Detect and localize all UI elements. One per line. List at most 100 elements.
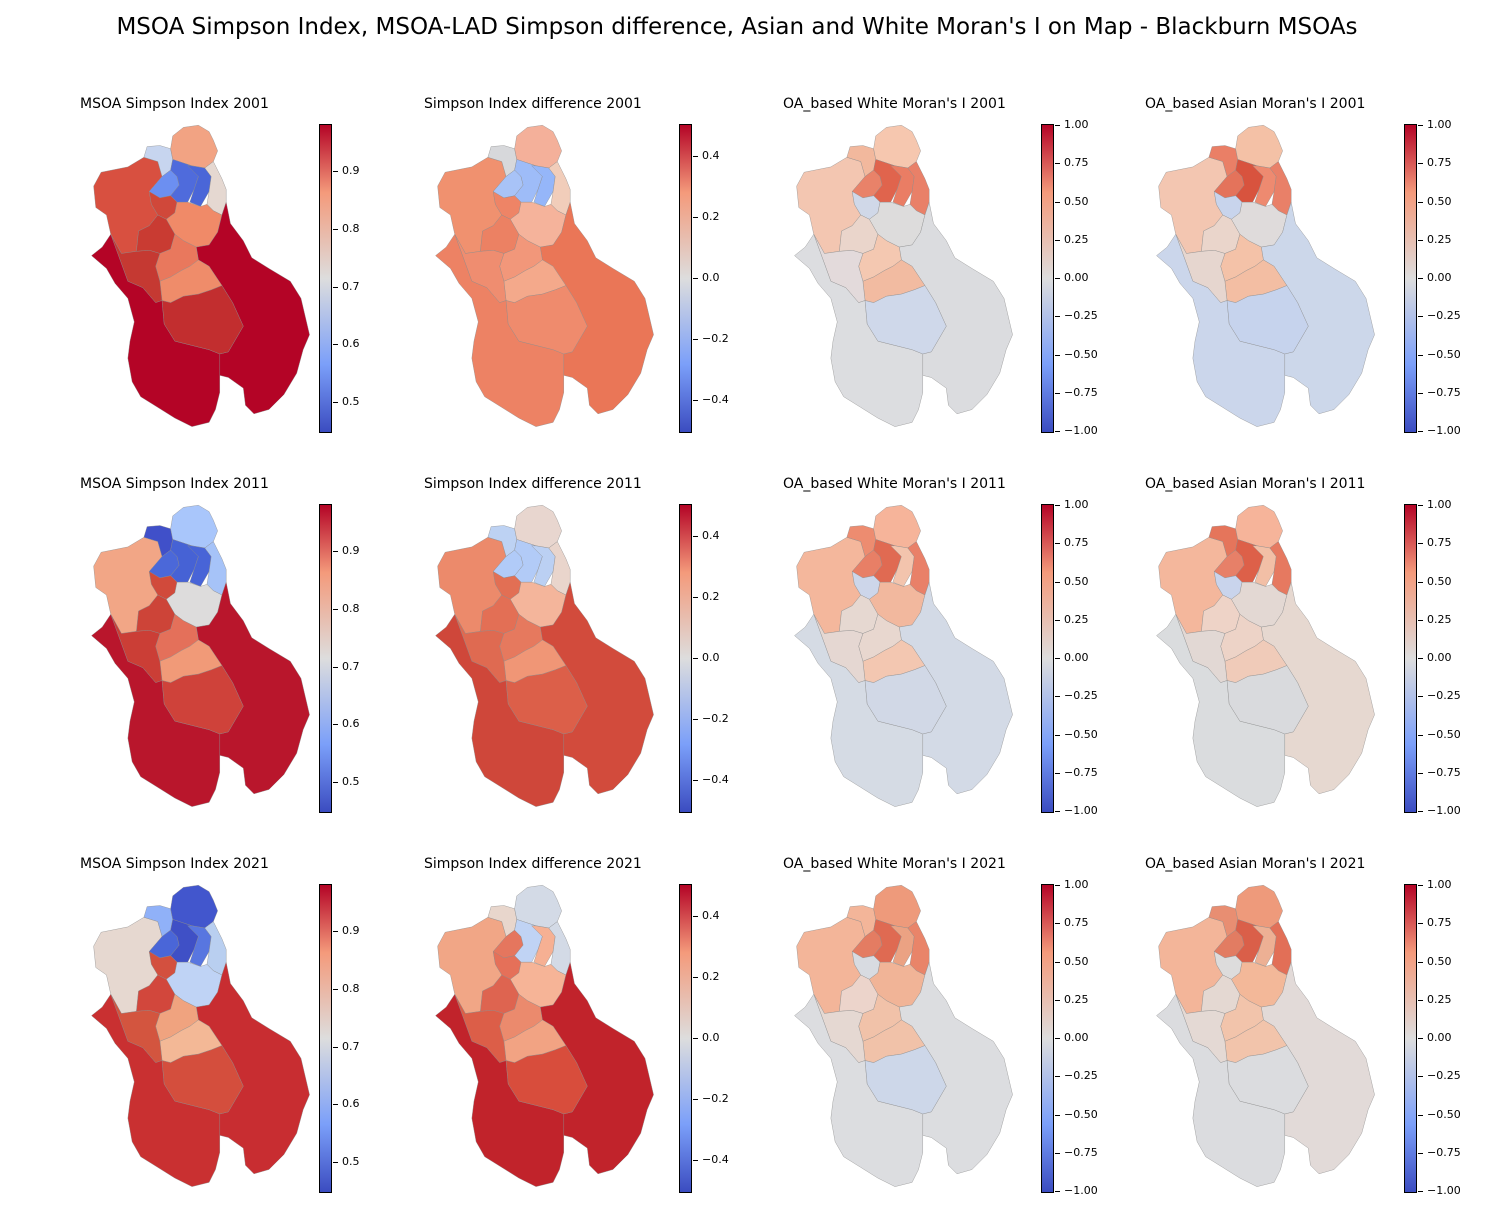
- panel-11: OA_based Asian Moran's I 2021 −1.00 −0.75−…: [1145, 856, 1485, 1201]
- msoa-region-r5: [1235, 919, 1264, 963]
- colorbar: −1.00 −0.75 −0.50 −0.25 0.00 0.25 0.50 0.75 1.00: [1041, 878, 1098, 1197]
- panel-title: Simpson Index difference 2011: [424, 476, 642, 492]
- panel-title: OA_based Asian Moran's I 2011: [1145, 476, 1366, 492]
- msoa-region-r6: [1252, 925, 1277, 967]
- panel-title: OA_based White Moran's I 2001: [783, 96, 1006, 112]
- colorbar-tick-label: −0.50: [1427, 1107, 1461, 1121]
- choropleth-map: [794, 125, 1013, 427]
- colorbar-tick-label: −0.75: [1427, 1145, 1461, 1159]
- panel-0: MSOA Simpson Index 2001 0.5 0.6 0.7 0.8 0.9: [80, 96, 420, 441]
- colorbar-tick-label: 1.00: [1064, 498, 1089, 511]
- colorbar-tick-label: 0.2: [702, 969, 720, 983]
- panel-2: OA_based White Moran's I 2001 −1.00 −0.75−…: [783, 96, 1123, 441]
- msoa-region-r6: [187, 925, 212, 967]
- panel-7: OA_based Asian Moran's I 2011 −1.00 −0.75−…: [1145, 476, 1485, 821]
- colorbar: −1.00 −0.75 −0.50 −0.25 0.00 0.25 0.50 0.75 1.00: [1041, 118, 1098, 437]
- colorbar-tick-label: 0.75: [1427, 536, 1452, 550]
- colorbar-tick-label: −0.4: [702, 773, 729, 787]
- colorbar-tick-label: 0.00: [1427, 651, 1452, 664]
- colorbar-tick-label: −0.75: [1427, 385, 1461, 399]
- colorbar-tick-label: 0.5: [342, 395, 360, 409]
- colorbar-tick-label: 0.8: [342, 981, 360, 995]
- msoa-region-r16: [1226, 1045, 1309, 1115]
- colorbar-tick-label: 0.75: [1064, 156, 1089, 170]
- panel-4: MSOA Simpson Index 2011 0.5 0.6 0.7 0.8 0.9: [80, 476, 420, 821]
- colorbar: 0.5 0.6 0.7 0.8 0.9: [319, 124, 360, 433]
- choropleth-map: [794, 505, 1013, 807]
- colorbar-tick-label: 0.7: [342, 279, 360, 293]
- msoa-region-r5: [1235, 159, 1264, 203]
- colorbar: −1.00 −0.75 −0.50 −0.25 0.00 0.25 0.50 0.75 1.00: [1404, 498, 1461, 817]
- colorbar-tick-label: 0.75: [1427, 156, 1452, 170]
- colorbar-tick-label: 0.50: [1064, 954, 1089, 968]
- colorbar-tick-label: 0.75: [1427, 916, 1452, 930]
- msoa-region-r16: [1226, 665, 1309, 735]
- msoa-region-r16: [1226, 285, 1309, 355]
- colorbar-tick-label: −0.50: [1427, 347, 1461, 361]
- colorbar-tick-label: 0.50: [1427, 954, 1452, 968]
- colorbar-tick-label: 1.00: [1064, 878, 1089, 891]
- colorbar-tick-label: 0.75: [1064, 536, 1089, 550]
- panel-title: MSOA Simpson Index 2011: [80, 476, 269, 492]
- colorbar-tick-label: −1.00: [1427, 804, 1461, 817]
- colorbar-tick-label: −0.75: [1064, 765, 1098, 779]
- colorbar-tick-label: −0.25: [1064, 309, 1098, 323]
- colorbar: −0.4 −0.2 0.0 0.2 0.4: [679, 504, 729, 813]
- panel-title: OA_based White Moran's I 2011: [783, 476, 1006, 492]
- choropleth-map: [435, 125, 654, 427]
- panel-9: Simpson Index difference 2021 −0.4 −0.2 0.0…: [424, 856, 764, 1201]
- colorbar-tick-label: −0.50: [1064, 347, 1098, 361]
- colorbar-tick-label: 0.6: [342, 1097, 360, 1111]
- msoa-region-r16: [864, 665, 947, 735]
- msoa-region-r16: [161, 1045, 244, 1115]
- colorbar: −0.4 −0.2 0.0 0.2 0.4: [679, 124, 729, 433]
- msoa-region-r6: [1252, 165, 1277, 207]
- colorbar-tick-label: −0.25: [1427, 309, 1461, 323]
- msoa-region-r16: [505, 285, 588, 355]
- colorbar-tick-label: 0.50: [1427, 194, 1452, 208]
- colorbar-tick-label: 0.50: [1064, 194, 1089, 208]
- colorbar-tick-label: 0.7: [342, 1039, 360, 1053]
- colorbar-tick-label: −0.75: [1064, 1145, 1098, 1159]
- colorbar-tick-label: −0.75: [1064, 385, 1098, 399]
- colorbar-tick-label: 0.00: [1427, 271, 1452, 284]
- colorbar-tick-label: −0.25: [1427, 689, 1461, 703]
- colorbar: −1.00 −0.75 −0.50 −0.25 0.00 0.25 0.50 0.75 1.00: [1041, 498, 1098, 817]
- msoa-region-r16: [505, 1045, 588, 1115]
- colorbar-tick-label: 0.00: [1064, 271, 1089, 284]
- colorbar-tick-label: 0.00: [1064, 651, 1089, 664]
- colorbar-tick-label: 1.00: [1427, 498, 1452, 511]
- colorbar: 0.5 0.6 0.7 0.8 0.9: [319, 884, 360, 1193]
- colorbar-tick-label: −0.2: [702, 332, 729, 346]
- colorbar-tick-label: −1.00: [1427, 424, 1461, 437]
- colorbar-tick-label: 0.00: [1064, 1031, 1089, 1044]
- panel-title: MSOA Simpson Index 2001: [80, 96, 269, 112]
- choropleth-map: [1156, 885, 1375, 1187]
- colorbar-tick-label: 0.9: [342, 164, 360, 178]
- msoa-region-r5: [873, 919, 902, 963]
- colorbar-tick-label: −0.4: [702, 393, 729, 407]
- colorbar-tick-label: 0.9: [342, 544, 360, 558]
- colorbar-tick-label: −0.2: [702, 1092, 729, 1106]
- colorbar-tick-label: 1.00: [1427, 878, 1452, 891]
- colorbar-tick-label: 0.8: [342, 601, 360, 615]
- msoa-region-r5: [170, 159, 199, 203]
- msoa-region-r16: [161, 665, 244, 735]
- choropleth-map: [91, 885, 310, 1187]
- panel-3: OA_based Asian Moran's I 2001 −1.00 −0.75−…: [1145, 96, 1485, 441]
- msoa-region-r6: [531, 925, 556, 967]
- colorbar: −1.00 −0.75 −0.50 −0.25 0.00 0.25 0.50 0.75 1.00: [1404, 118, 1461, 437]
- choropleth-map: [1156, 125, 1375, 427]
- colorbar-tick-label: 0.5: [342, 1155, 360, 1169]
- msoa-region-r16: [864, 1045, 947, 1115]
- msoa-region-r5: [1235, 539, 1264, 583]
- colorbar-tick-label: −0.4: [702, 1153, 729, 1167]
- panel-title: OA_based White Moran's I 2021: [783, 856, 1006, 872]
- colorbar-tick-label: −0.2: [702, 712, 729, 726]
- colorbar: −0.4 −0.2 0.0 0.2 0.4: [679, 884, 729, 1193]
- colorbar-tick-label: −0.50: [1064, 727, 1098, 741]
- colorbar-tick-label: −0.50: [1427, 727, 1461, 741]
- msoa-region-r5: [514, 159, 543, 203]
- panel-title: Simpson Index difference 2021: [424, 856, 642, 872]
